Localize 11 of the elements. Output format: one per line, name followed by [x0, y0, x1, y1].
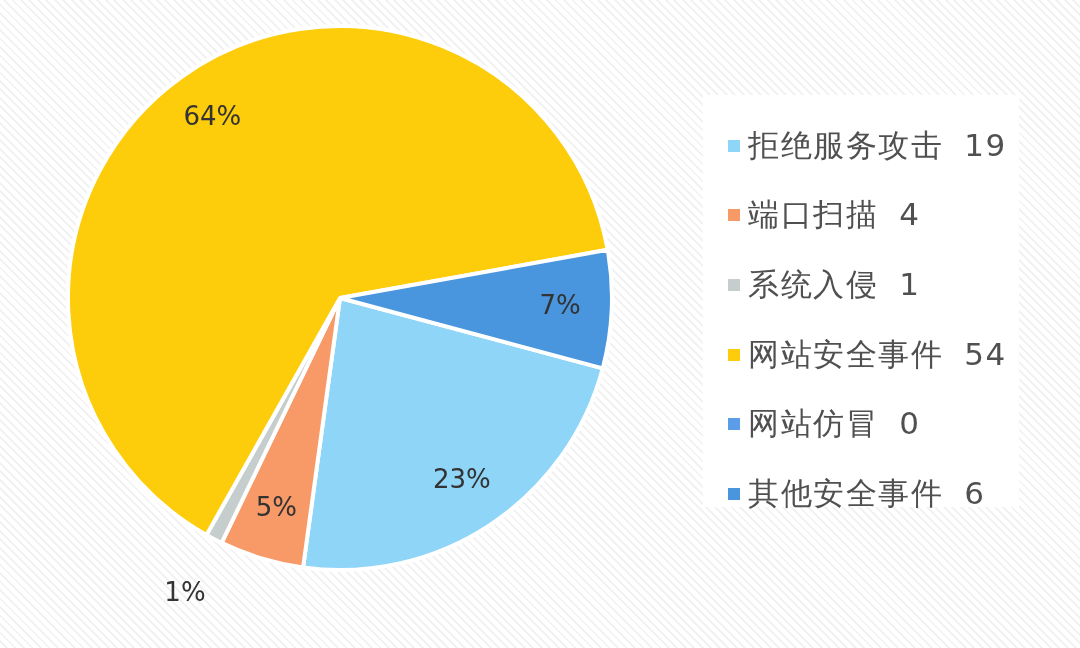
legend-label: 网站安全事件 54 — [748, 334, 1007, 374]
legend-label: 系统入侵 1 — [748, 265, 921, 304]
data-label: 5% — [255, 491, 297, 522]
data-label: 1% — [164, 577, 206, 608]
data-label: 23% — [433, 464, 491, 495]
legend-label: 其他安全事件 6 — [748, 473, 986, 513]
data-label: 7% — [539, 289, 581, 320]
legend-label: 网站仿冒 0 — [748, 404, 921, 444]
legend-label: 端口扫描 4 — [748, 195, 921, 235]
legend-label: 拒绝服务攻击 19 — [748, 125, 1007, 165]
data-label: 64% — [183, 101, 242, 132]
